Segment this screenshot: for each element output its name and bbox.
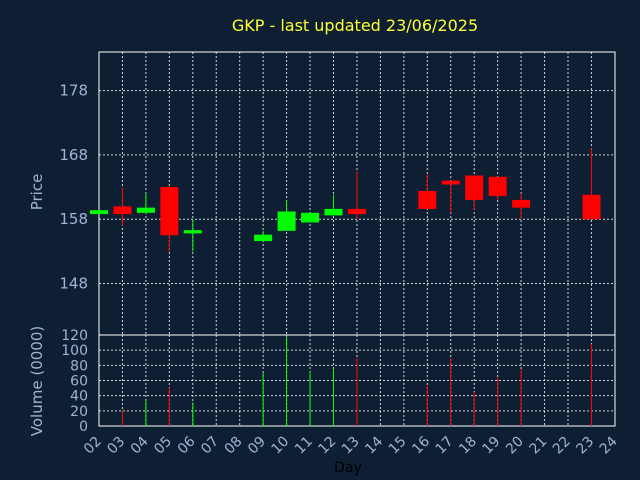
day-tick-label: 04 [128,433,152,457]
day-tick-label: 06 [175,433,199,457]
volume-tick-label: 40 [70,389,88,405]
day-tick-label: 19 [480,434,504,458]
volume-tick-label: 120 [61,328,88,344]
day-x-ticks: 02 03 04 05 06 07 08 09 10 11 12 13 14 15 16 17 18 19 20 21… [81,433,621,457]
day-tick-label: 20 [503,434,527,458]
candle-body [582,194,601,220]
day-tick-label: 11 [292,434,316,458]
candle-body [488,176,507,197]
day-tick-label: 08 [222,434,246,458]
candlesticks [90,148,601,252]
candle-body [183,230,202,234]
candle-body [418,190,437,209]
volume-tick-label: 80 [70,358,88,374]
volume-tick-label: 100 [61,343,88,359]
candle-body [347,208,366,215]
chart-title: GKP - last updated 23/06/2025 [232,16,478,35]
price-y-ticks: 148 158 168 178 [59,82,88,293]
day-tick-label: 14 [362,433,386,457]
candle-body [324,208,343,216]
day-tick-label: 09 [245,434,269,458]
day-tick-label: 12 [315,434,339,458]
day-tick-label: 22 [550,434,574,458]
candle-body [465,175,484,200]
candle-body [113,206,132,215]
candle-body [160,187,179,236]
candle-body [301,212,320,223]
price-tick-label: 148 [59,275,88,293]
day-tick-label: 02 [81,434,105,458]
price-axis-label: Price [28,174,46,211]
day-tick-label: 13 [339,434,363,458]
volume-tick-label: 0 [79,419,88,435]
price-tick-label: 178 [59,82,88,100]
day-tick-label: 24 [597,433,621,457]
volume-axis-label: Volume (0000) [28,326,46,436]
day-tick-label: 05 [151,434,175,458]
day-tick-label: 16 [409,433,433,457]
day-tick-label: 17 [433,434,457,458]
day-tick-label: 03 [104,434,128,458]
day-tick-label: 10 [269,434,293,458]
price-tick-label: 158 [59,210,88,228]
candle-body [512,199,531,208]
day-axis-label: Day [334,460,362,476]
candle-body [90,210,108,215]
day-tick-label: 15 [386,434,410,458]
volume-tick-label: 20 [70,404,88,420]
candle-body [254,234,273,242]
day-tick-label: 23 [573,434,597,458]
day-tick-label: 21 [526,434,550,458]
candle-body [136,207,155,213]
volume-tick-label: 60 [70,374,88,390]
price-tick-label: 168 [59,146,88,164]
candle-body [441,180,460,185]
day-tick-label: 07 [198,434,222,458]
day-tick-label: 18 [456,434,480,458]
candle-body [277,211,296,231]
price-panel: 148 158 168 178 [59,51,616,336]
volume-bars [121,337,592,426]
